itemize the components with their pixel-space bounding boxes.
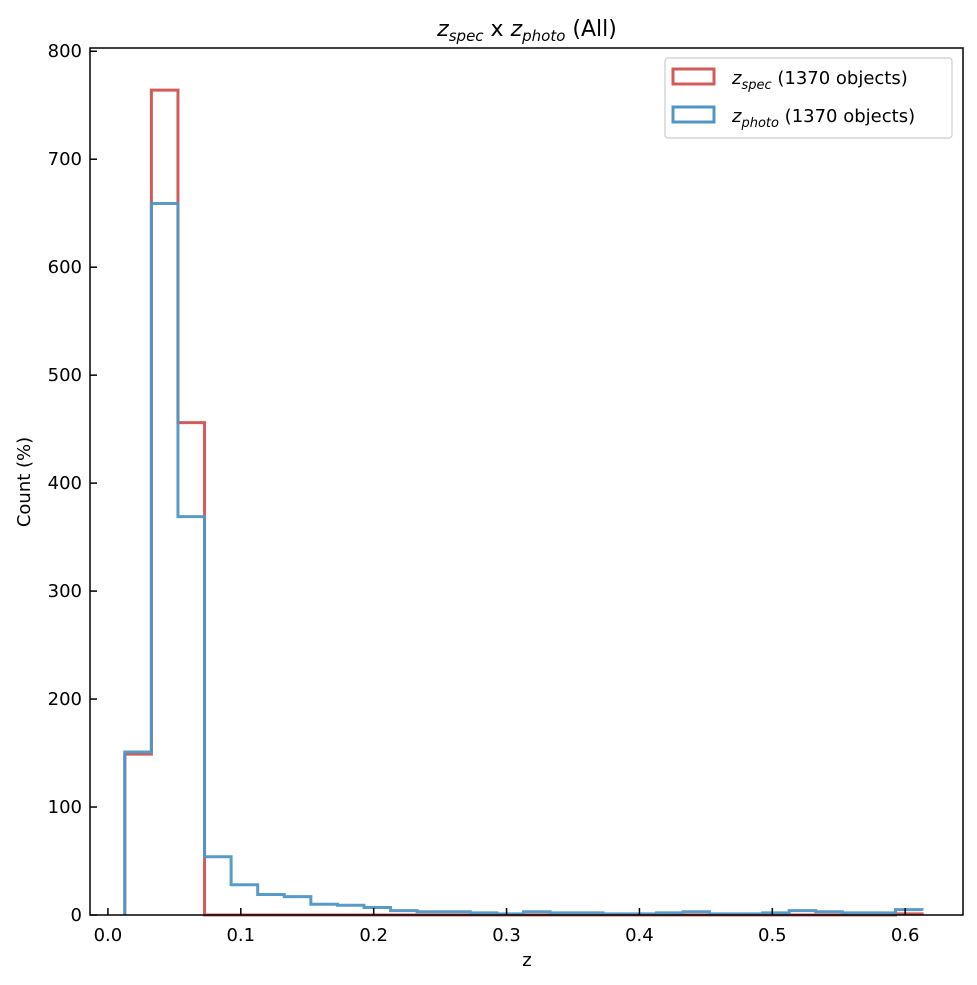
- y-tick-label: 600: [48, 257, 82, 278]
- x-axis-ticks: 0.0 0.1 0.2 0.3 0.4 0.5 0.6: [94, 908, 920, 946]
- plot-area: [90, 48, 963, 915]
- series-photo-step: [123, 201, 924, 916]
- y-tick-label: 100: [48, 797, 82, 818]
- x-tick-label: 0.6: [891, 925, 920, 946]
- x-axis-label: z: [522, 950, 531, 971]
- x-tick-label: 0.3: [492, 925, 521, 946]
- x-tick-label: 0.5: [758, 925, 787, 946]
- axes-frame: [89, 47, 964, 916]
- legend-swatch-photo: [671, 105, 716, 124]
- x-tick-label: 0.4: [625, 925, 654, 946]
- x-tick-label: 0.1: [226, 925, 255, 946]
- y-tick-label: 500: [48, 365, 82, 386]
- y-tick-label: 300: [48, 581, 82, 602]
- y-tick-label: 400: [48, 473, 82, 494]
- y-tick-label: 0: [71, 905, 82, 926]
- y-tick-label: 800: [48, 41, 82, 62]
- chart-title: zspec x zphoto (All): [436, 17, 617, 45]
- y-axis-ticks: 0 100 200 300 400 500 600 700 800: [48, 41, 97, 926]
- y-axis-label: Count (%): [14, 437, 35, 527]
- legend-box: [664, 57, 953, 139]
- x-tick-label: 0.2: [359, 925, 388, 946]
- y-tick-label: 700: [48, 149, 82, 170]
- x-tick-label: 0.0: [94, 925, 123, 946]
- legend-label-photo: zphoto (1370 objects): [731, 106, 915, 131]
- legend-swatch-spec: [671, 67, 716, 86]
- y-tick-label: 200: [48, 689, 82, 710]
- legend: zspec (1370 objects) zphoto (1370 object…: [664, 57, 953, 139]
- legend-label-spec: zspec (1370 objects): [731, 68, 908, 93]
